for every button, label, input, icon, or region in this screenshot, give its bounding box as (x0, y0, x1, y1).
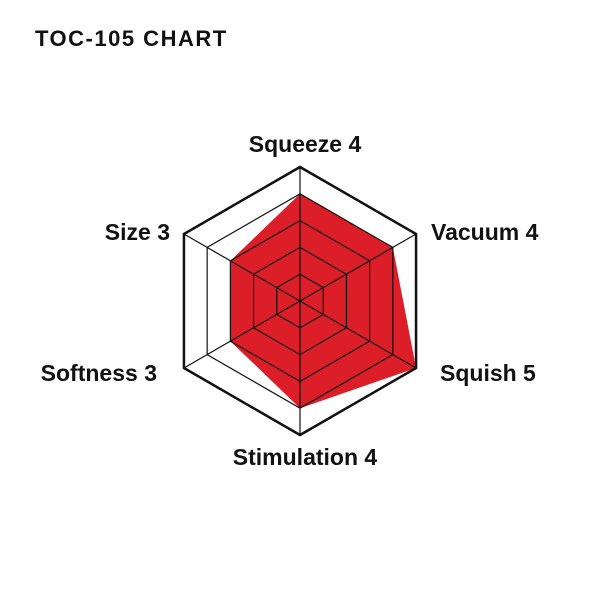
axis-spoke-vacuum (299, 233, 417, 302)
axis-spoke-size (183, 233, 301, 302)
axis-label-squish: Squish 5 (440, 360, 536, 386)
axis-spoke-squish (299, 300, 417, 369)
axis-label-softness: Softness 3 (40, 360, 157, 386)
page-title: TOC-105 CHART (35, 26, 228, 51)
axis-label-squeeze: Squeeze 4 (248, 131, 362, 157)
axis-label-vacuum: Vacuum 4 (431, 219, 539, 245)
axis-label-size: Size 3 (104, 219, 170, 245)
axis-spoke-softness (183, 300, 301, 369)
axis-label-stimulation: Stimulation 4 (232, 444, 378, 470)
